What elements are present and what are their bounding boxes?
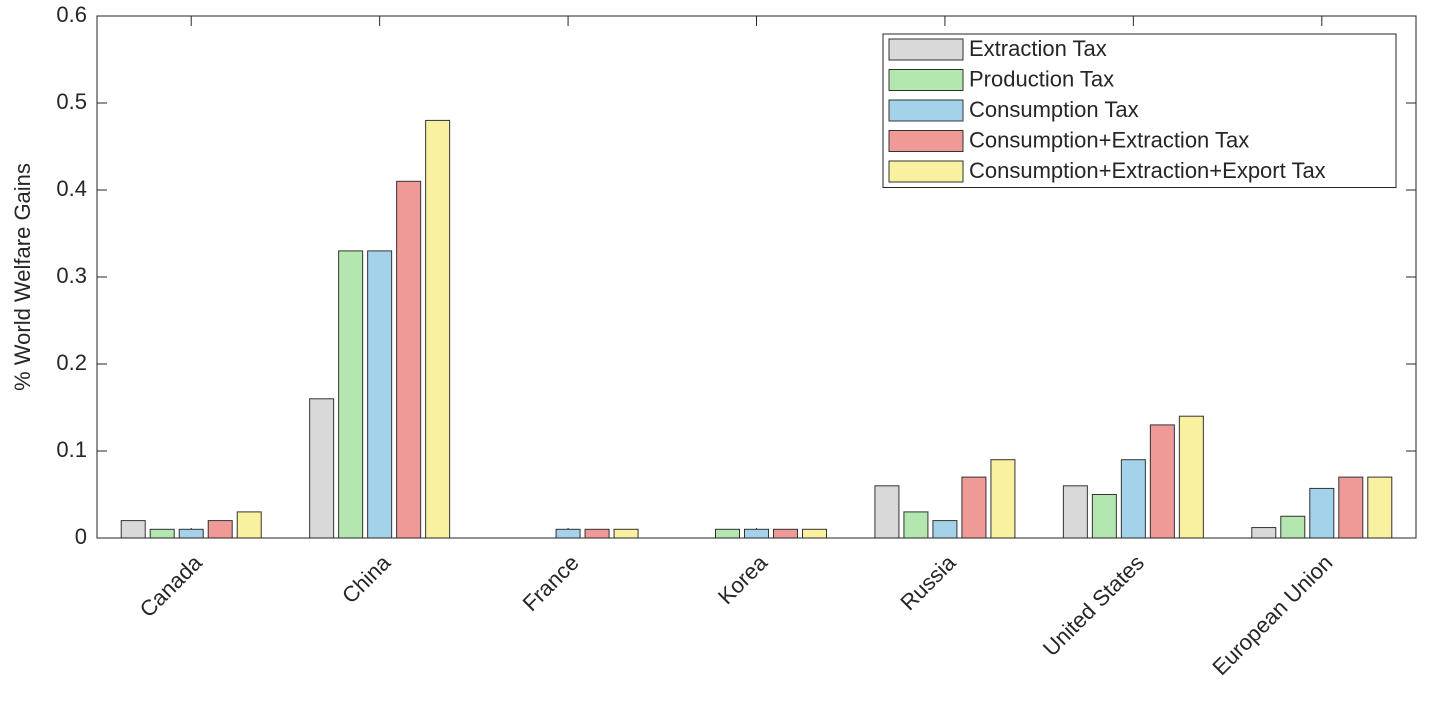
x-tick-label: Korea (713, 549, 773, 609)
bar (1338, 476, 1364, 539)
bar (236, 511, 262, 539)
y-tick-label: 0.1 (56, 437, 87, 462)
bar (207, 520, 233, 539)
bar (555, 528, 581, 539)
bar (396, 180, 422, 539)
legend-swatch (888, 99, 964, 122)
legend-swatch (888, 160, 964, 183)
legend-swatch (888, 38, 964, 61)
bar (425, 119, 451, 539)
bar (178, 528, 204, 539)
legend-box (882, 33, 1397, 188)
x-tick-label: France (518, 550, 584, 616)
y-tick-label: 0.6 (56, 2, 87, 27)
bar (1367, 476, 1393, 539)
bar (584, 528, 610, 539)
y-axis-label: % World Welfare Gains (10, 163, 35, 391)
bar (1091, 494, 1117, 539)
bar (367, 250, 393, 539)
x-tick-label: Russia (895, 549, 961, 615)
plot-frame (96, 15, 1417, 539)
bar (149, 528, 175, 539)
x-tick-label: European Union (1207, 550, 1337, 680)
bar (120, 520, 146, 539)
y-tick-label: 0.4 (56, 176, 87, 201)
bar (613, 528, 639, 539)
bar (1062, 485, 1088, 539)
legend-swatch (888, 69, 964, 91)
y-tick-label: 0.5 (56, 89, 87, 114)
bar (802, 528, 827, 539)
x-tick-label: United States (1038, 550, 1149, 661)
x-tick-label: Canada (135, 549, 208, 622)
legend-label: Consumption+Extraction Tax (969, 127, 1249, 152)
bar (1178, 415, 1204, 539)
x-tick-label: China (337, 549, 396, 608)
bar (990, 459, 1016, 539)
legend-label: Production Tax (969, 66, 1114, 91)
bar (1309, 487, 1335, 539)
bar (961, 476, 987, 539)
bar (1251, 527, 1277, 539)
legend-label: Extraction Tax (969, 36, 1107, 61)
bar (1149, 424, 1175, 539)
bar (1120, 459, 1146, 539)
bar (773, 528, 798, 539)
legend-label: Consumption+Extraction+Export Tax (969, 158, 1326, 183)
legend-label: Consumption Tax (969, 97, 1139, 122)
legend-swatch (888, 130, 964, 152)
bar (874, 485, 900, 539)
bar (932, 520, 958, 539)
bar (309, 398, 335, 539)
bar (903, 511, 929, 539)
bar (744, 528, 769, 539)
y-tick-label: 0.2 (56, 350, 87, 375)
bar (715, 528, 740, 539)
bar (338, 250, 364, 539)
y-tick-label: 0.3 (56, 263, 87, 288)
y-tick-label: 0 (75, 524, 87, 549)
bar (1280, 515, 1306, 539)
